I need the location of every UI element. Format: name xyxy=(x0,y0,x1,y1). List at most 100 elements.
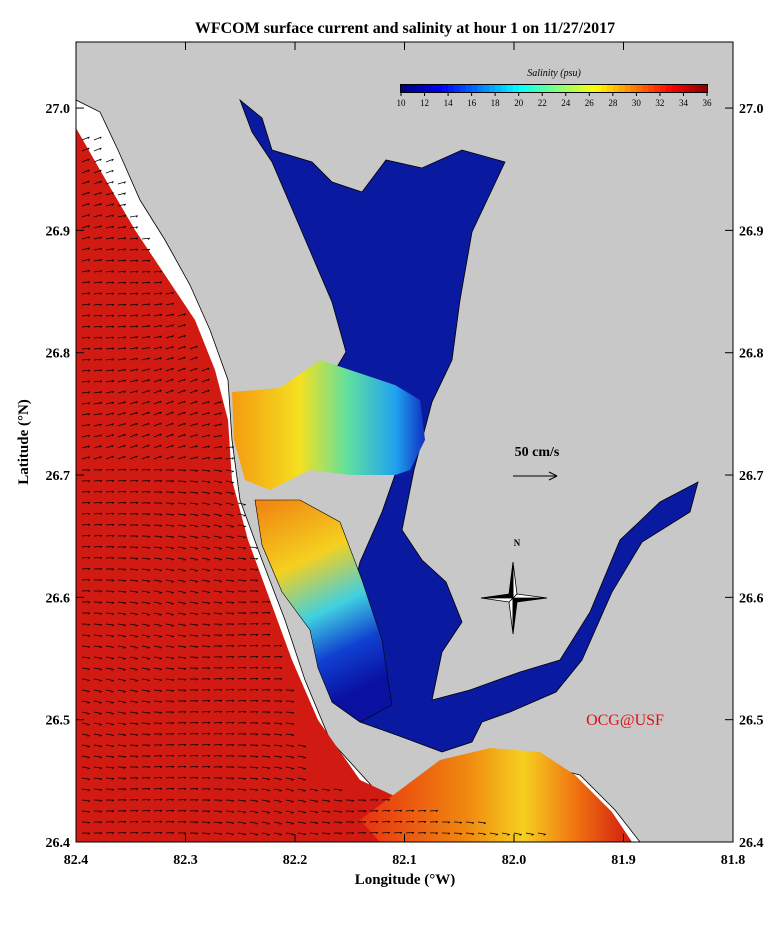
current-arrow xyxy=(117,831,127,834)
current-arrow xyxy=(93,259,103,262)
current-arrow xyxy=(165,787,175,790)
current-arrow xyxy=(153,809,163,812)
current-arrow xyxy=(141,468,151,471)
current-arrow xyxy=(129,325,139,328)
current-arrow xyxy=(141,766,151,769)
current-arrow xyxy=(177,722,187,725)
current-arrow xyxy=(93,203,102,207)
current-arrow xyxy=(189,711,199,714)
current-arrow xyxy=(177,433,186,438)
current-arrow xyxy=(93,832,103,835)
current-arrow xyxy=(213,469,223,473)
current-arrow xyxy=(345,799,355,802)
current-arrow xyxy=(201,777,211,780)
current-arrow xyxy=(237,579,247,582)
current-arrow xyxy=(213,699,223,702)
current-arrow xyxy=(105,766,115,770)
current-arrow xyxy=(297,766,306,770)
current-arrow xyxy=(213,766,223,769)
current-arrow xyxy=(129,401,138,405)
current-arrow xyxy=(357,810,367,813)
current-arrow xyxy=(105,512,115,515)
current-arrow xyxy=(81,136,90,141)
x-tick-label: 81.9 xyxy=(611,853,636,868)
current-arrow xyxy=(201,491,211,495)
current-arrow xyxy=(249,557,259,560)
current-arrow xyxy=(213,491,223,495)
colorbar-swatch xyxy=(418,85,426,92)
current-arrow xyxy=(225,744,235,747)
colorbar-swatch xyxy=(606,85,614,92)
current-arrow xyxy=(117,513,127,515)
current-arrow xyxy=(153,656,163,660)
current-arrow xyxy=(417,832,427,835)
current-arrow xyxy=(213,502,223,506)
current-arrow xyxy=(93,434,102,438)
current-arrow xyxy=(369,810,379,813)
current-arrow xyxy=(153,766,163,769)
current-arrow xyxy=(81,214,90,218)
current-arrow xyxy=(93,456,102,460)
current-arrow xyxy=(249,677,259,680)
y-tick-label: 27.0 xyxy=(46,102,71,117)
current-arrow xyxy=(93,169,102,174)
current-arrow xyxy=(177,502,187,506)
colorbar-swatch xyxy=(624,85,631,92)
current-arrow xyxy=(117,722,127,726)
current-arrow xyxy=(201,612,211,616)
current-arrow xyxy=(129,368,138,372)
current-arrow xyxy=(261,821,270,825)
current-arrow xyxy=(273,744,283,748)
current-arrow xyxy=(81,512,91,515)
current-arrow xyxy=(165,502,175,505)
current-arrow xyxy=(201,810,211,813)
current-arrow xyxy=(189,502,199,506)
current-arrow xyxy=(285,810,294,814)
current-arrow xyxy=(93,281,103,284)
current-arrow xyxy=(81,722,90,726)
current-arrow xyxy=(105,380,115,383)
current-arrow xyxy=(81,590,91,593)
current-arrow xyxy=(117,259,127,262)
current-arrow xyxy=(141,788,151,791)
current-arrow xyxy=(177,776,187,779)
current-arrow xyxy=(129,524,139,527)
y-tick-label: 26.7 xyxy=(46,469,71,484)
current-arrow xyxy=(129,336,139,339)
current-arrow xyxy=(273,788,283,792)
current-arrow xyxy=(153,557,163,561)
current-arrow xyxy=(225,666,235,669)
current-arrow xyxy=(429,832,439,835)
colorbar-tick-label: 36 xyxy=(703,98,713,108)
current-arrow xyxy=(105,401,115,405)
current-arrow xyxy=(93,147,102,152)
current-arrow xyxy=(117,433,126,438)
current-arrow xyxy=(93,623,103,626)
current-arrow xyxy=(189,389,198,394)
current-arrow xyxy=(129,711,139,715)
current-arrow xyxy=(165,601,174,605)
current-arrow xyxy=(117,788,127,791)
current-arrow xyxy=(105,325,115,328)
current-arrow xyxy=(81,445,90,449)
current-arrow xyxy=(213,579,223,583)
current-arrow xyxy=(117,535,127,538)
colorbar-tick-label: 14 xyxy=(444,98,454,108)
current-arrow xyxy=(117,203,127,207)
colorbar-swatch xyxy=(459,85,467,92)
current-arrow xyxy=(189,469,199,472)
current-arrow xyxy=(165,744,175,747)
current-arrow xyxy=(93,303,103,306)
current-arrow xyxy=(177,345,186,350)
current-arrow xyxy=(225,634,235,637)
current-arrow xyxy=(129,226,139,229)
current-arrow xyxy=(165,378,174,383)
colorbar-swatch xyxy=(401,85,408,92)
current-arrow xyxy=(321,788,331,792)
current-arrow xyxy=(105,579,115,582)
current-arrow xyxy=(237,711,247,713)
current-arrow xyxy=(189,378,198,383)
current-arrow xyxy=(477,821,487,825)
current-arrow xyxy=(153,634,163,638)
current-arrow xyxy=(81,358,91,361)
